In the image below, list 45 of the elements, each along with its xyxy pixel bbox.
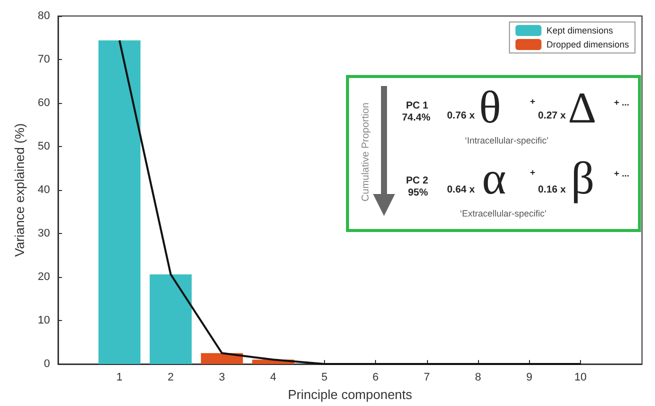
y-tick-label: 0	[44, 358, 50, 370]
annotation: +	[530, 96, 536, 106]
x-tick-label: 5	[321, 372, 328, 384]
annotation: 74.4%	[402, 112, 430, 124]
x-tick-label: 8	[475, 372, 482, 384]
y-tick-label: 30	[38, 228, 50, 240]
annotation: Cumulative Proportion	[360, 102, 372, 202]
annotation: + ...	[614, 168, 630, 178]
x-tick-label: 3	[218, 372, 225, 384]
legend-label: Dropped dimensions	[546, 40, 630, 50]
annotation: PC 1	[406, 100, 429, 112]
y-tick-label: 80	[38, 10, 50, 22]
bar	[150, 274, 192, 364]
x-tick-label: 4	[270, 372, 276, 384]
x-tick-label: 10	[574, 372, 587, 384]
annotation: ‘Intracellular-specific’	[465, 136, 549, 146]
annotation: +	[530, 168, 536, 178]
x-axis-title: Principle components	[288, 387, 413, 402]
annotation: β	[571, 152, 594, 204]
x-tick-label: 7	[424, 372, 430, 384]
y-tick-label: 40	[38, 184, 50, 196]
annotation: 0.27 x	[538, 110, 566, 122]
x-tick-label: 2	[168, 372, 174, 384]
annotation: 95%	[408, 188, 428, 198]
annotation: 0.76 x	[447, 110, 476, 122]
annotation: α	[482, 152, 506, 204]
x-tick-label: 1	[116, 372, 123, 384]
annotation: Δ	[568, 84, 596, 132]
annotation: PC 2	[406, 176, 429, 186]
annotation: θ	[479, 82, 502, 132]
annotation: ‘Extracellular-specific’	[460, 208, 547, 218]
x-tick-label: 6	[372, 372, 379, 384]
annotation: + ...	[614, 98, 630, 108]
y-tick-label: 60	[38, 97, 50, 109]
y-tick-label: 20	[38, 271, 50, 283]
bar	[98, 40, 140, 364]
y-tick-label: 50	[38, 140, 50, 152]
annotation: 0.16 x	[538, 184, 566, 196]
y-tick-label: 10	[38, 314, 50, 326]
y-axis-title: Variance explained (%)	[12, 123, 27, 257]
annotation: 0.64 x	[447, 184, 476, 196]
legend-label: Kept dimensions	[546, 26, 614, 36]
y-tick-label: 70	[38, 54, 50, 66]
bar	[200, 353, 243, 364]
x-tick-label: 9	[526, 372, 532, 384]
